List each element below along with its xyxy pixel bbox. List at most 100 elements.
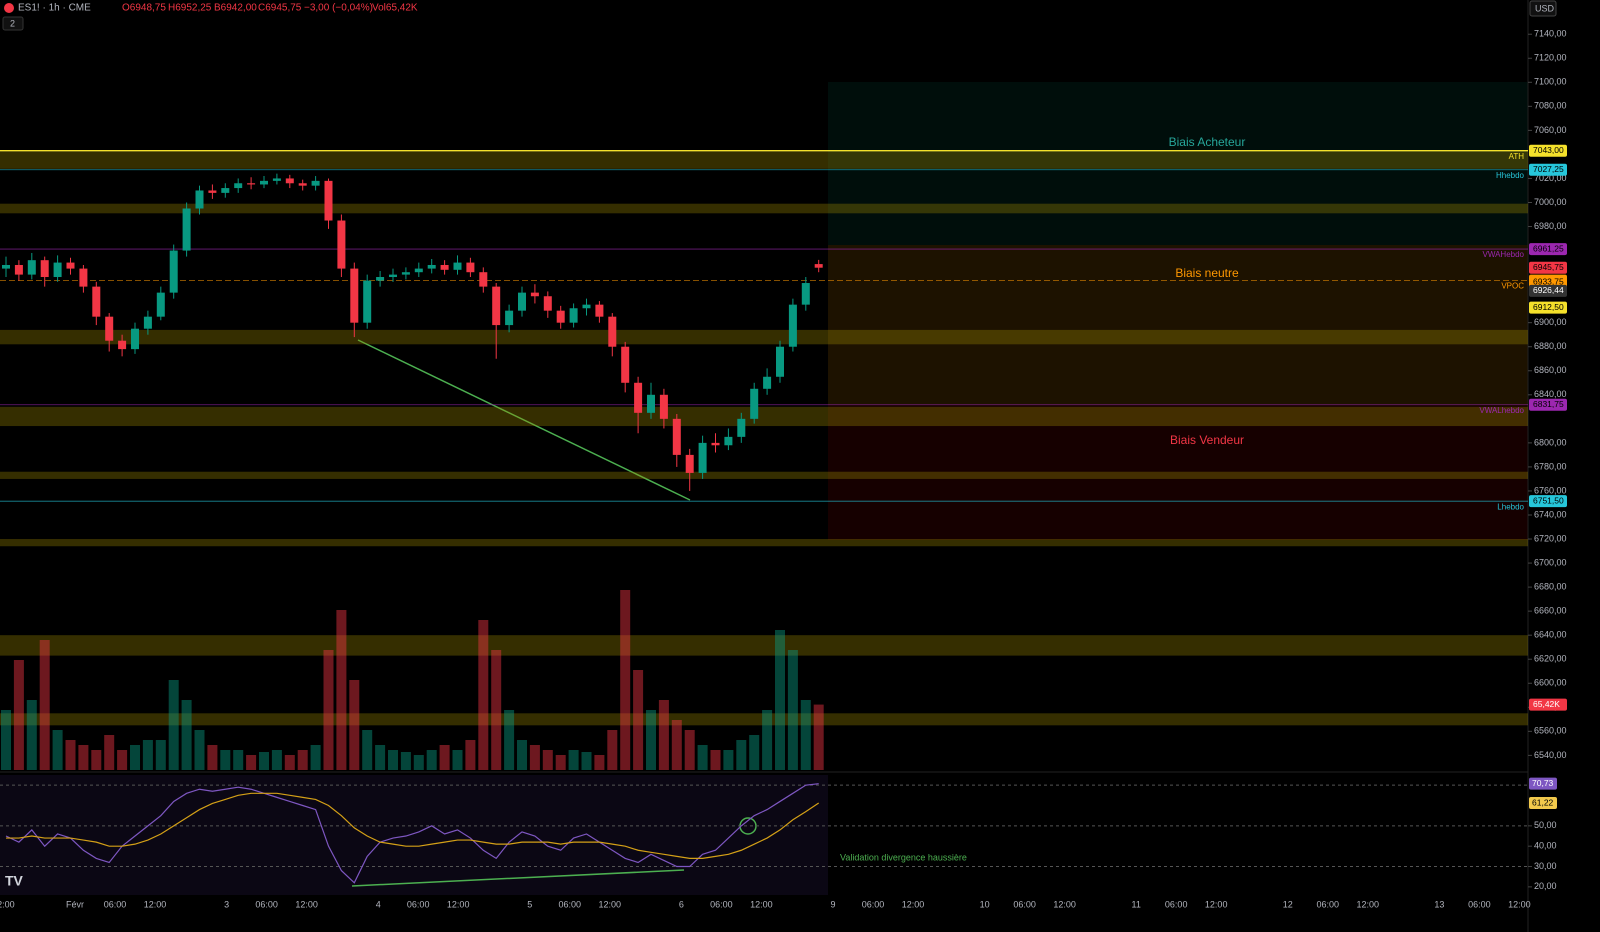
level-name: Lhebdo [1497,502,1524,511]
rsi-tick-label: 40,00 [1534,841,1557,851]
logo: TV [5,873,24,889]
volume-bar [194,730,205,770]
y-tick-label: 6800,00 [1534,437,1567,447]
candle-body [647,394,655,413]
candle-body [195,190,204,209]
pane-toggle[interactable] [2,16,24,31]
candle-body [750,388,759,419]
candle-body [814,264,823,268]
y-tick-label: 6760,00 [1534,485,1567,495]
candle-body [105,316,114,341]
candle-body [505,310,514,326]
candle-body [298,183,307,186]
volume-bar [478,620,489,770]
y-tick-label: 6640,00 [1534,630,1567,640]
rsi-line [5,783,819,884]
volume-bar [594,755,605,770]
level-tag [1529,163,1567,176]
bias-zone-neutral [828,245,1528,405]
candle-body [414,268,423,273]
level-tag-label: 6831,75 [1533,399,1564,409]
currency-button[interactable] [1529,0,1557,17]
level-tag [1529,398,1567,411]
x-tick-label: Févr [66,899,84,909]
volume-bar [259,752,269,770]
volume-bar [104,735,115,770]
y-tick-label: 6840,00 [1534,389,1567,399]
x-tick-label: 12:00 [447,899,470,909]
level-name: VWAHebdo [1483,250,1525,259]
level-tag-label: 7043,00 [1533,145,1564,155]
candle-body [324,180,333,221]
rsi-tick-label: 20,00 [1534,881,1557,891]
x-tick-label: 12:00 [1205,899,1228,909]
level-tag [1529,243,1567,256]
rsi-pane-bg [0,775,828,895]
pane-count[interactable]: 2 [10,18,15,28]
level-tag-label: 6961,25 [1533,243,1564,253]
volume-bar [723,750,734,770]
candle-body [788,304,797,347]
volume-tag [1529,698,1567,711]
price-tag-label: 6912,50 [1533,302,1564,312]
currency[interactable]: USD [1535,3,1555,13]
volume-bar [362,730,373,770]
candle-body [634,382,643,413]
candle-body [169,250,178,293]
x-tick-label: 12:00 [902,899,925,909]
volume-header: Vol65,42K [372,3,418,14]
volume-bar [620,590,631,770]
candle-body [376,277,385,281]
candle-body [156,292,165,317]
y-tick-label: 6980,00 [1534,221,1567,231]
x-tick-label: 10 [980,899,990,909]
volume-bar [439,745,450,770]
y-tick-label: 7100,00 [1534,77,1567,87]
volume-bar [813,704,824,770]
candle-body [401,272,410,275]
x-tick-label: 12:00 [144,899,167,909]
zone [0,713,1528,726]
y-tick-label: 6900,00 [1534,317,1567,327]
y-tick-label: 6860,00 [1534,365,1567,375]
volume-bar [336,610,347,770]
volume-bar [581,752,592,770]
bias-zone-buy [828,82,1528,245]
candle-body [285,178,294,184]
zone [0,471,1528,479]
y-tick-label: 6740,00 [1534,509,1567,519]
volume-bar [26,700,37,770]
bias-label: Biais neutre [1175,266,1239,280]
y-tick-label: 6660,00 [1534,606,1567,616]
volume-bar [246,755,257,770]
price-tag-label: 6926,44 [1533,285,1564,295]
volume-bar [168,680,179,770]
candle-body [66,262,75,269]
candle-body [776,346,784,377]
candle-body [221,188,230,193]
volume-bar [568,750,579,770]
y-tick-label: 7080,00 [1534,101,1567,111]
candle-body [672,418,681,455]
candle-body [801,283,810,305]
volume-bar [400,752,411,770]
candle-body [737,418,746,437]
symbol: ES1! · 1h · CME [18,3,91,14]
volume-bar [13,660,24,770]
candle-body [27,260,36,275]
volume-bar [91,750,102,770]
y-tick-label: 7060,00 [1534,125,1567,135]
candle-body [698,442,707,473]
y-tick-label: 6880,00 [1534,341,1567,351]
divergence-line-price [357,339,691,501]
volume-bar [388,750,398,770]
volume-bar [375,745,386,770]
x-tick-label: 12:00 [750,899,773,909]
volume-bar [775,630,785,770]
annotation: Validation divergence haussière [840,852,967,862]
volume-bar [413,755,424,770]
x-tick-label: 12 [1283,899,1293,909]
symbol-icon [4,3,14,13]
